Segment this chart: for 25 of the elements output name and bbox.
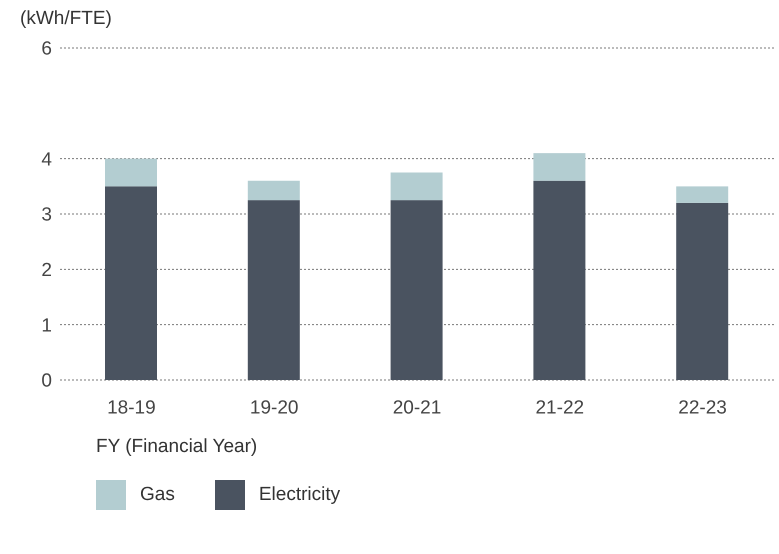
y-tick-label: 6: [41, 38, 52, 60]
y-axis-title: (kWh/FTE): [20, 8, 113, 30]
bar: [105, 158, 157, 186]
bar: [390, 172, 443, 200]
bar: [676, 186, 728, 203]
y-tick-label: 3: [41, 204, 52, 226]
y-tick-label: 0: [41, 370, 52, 392]
bar: [533, 153, 586, 181]
bar: [533, 180, 586, 380]
x-tick-label: 18-19: [107, 397, 156, 418]
x-axis-title: FY (Financial Year): [96, 436, 258, 458]
x-tick-label: 22-23: [678, 397, 727, 418]
legend-label: Gas: [140, 484, 175, 506]
bar: [248, 200, 300, 380]
x-tick-label: 19-20: [250, 397, 299, 418]
bar: [248, 180, 300, 200]
y-tick-label: 4: [41, 149, 52, 170]
y-tick-label: 1: [41, 315, 52, 336]
x-tick-label: 21-22: [535, 397, 584, 418]
bar: [676, 202, 728, 380]
legend-label: Electricity: [258, 484, 340, 506]
bar: [105, 186, 157, 380]
x-tick-label: 20-21: [392, 397, 442, 418]
bar: [390, 200, 443, 380]
y-tick-label: 2: [41, 260, 52, 282]
